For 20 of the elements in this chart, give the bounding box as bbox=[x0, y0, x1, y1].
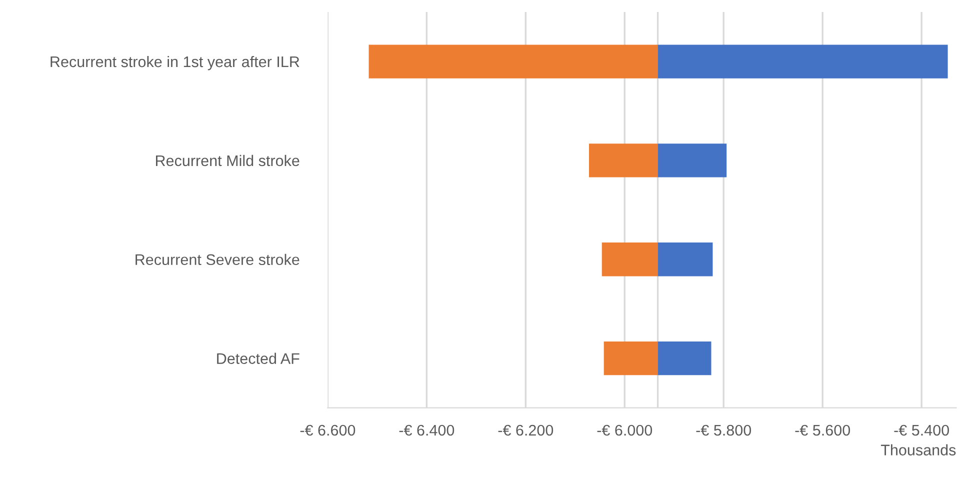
y-tick-label: Detected AF bbox=[217, 352, 300, 364]
x-tick-label: -€ 6.600 bbox=[300, 424, 356, 436]
x-tick-label: -€ 6.400 bbox=[399, 424, 454, 436]
bar bbox=[658, 242, 713, 276]
bar bbox=[658, 144, 727, 178]
y-tick-label: Recurrent Mild stroke bbox=[156, 154, 300, 166]
x-tick-label: -€ 6.000 bbox=[597, 424, 652, 436]
bar bbox=[602, 242, 658, 276]
x-tick-label: -€ 6.200 bbox=[498, 424, 554, 436]
bar bbox=[368, 44, 658, 78]
x-tick-label: -€ 5.400 bbox=[894, 424, 949, 436]
bar bbox=[658, 44, 948, 78]
x-axis-title: Thousands bbox=[880, 444, 956, 456]
x-tick-label: -€ 5.800 bbox=[696, 424, 752, 436]
y-tick-label: Recurrent Severe stroke bbox=[136, 254, 300, 266]
x-tick-label: -€ 5.600 bbox=[795, 424, 850, 436]
bar bbox=[604, 341, 658, 376]
bar bbox=[658, 341, 712, 376]
y-tick-label: Recurrent stroke in 1st year after ILR bbox=[50, 56, 300, 70]
bar bbox=[588, 144, 658, 178]
